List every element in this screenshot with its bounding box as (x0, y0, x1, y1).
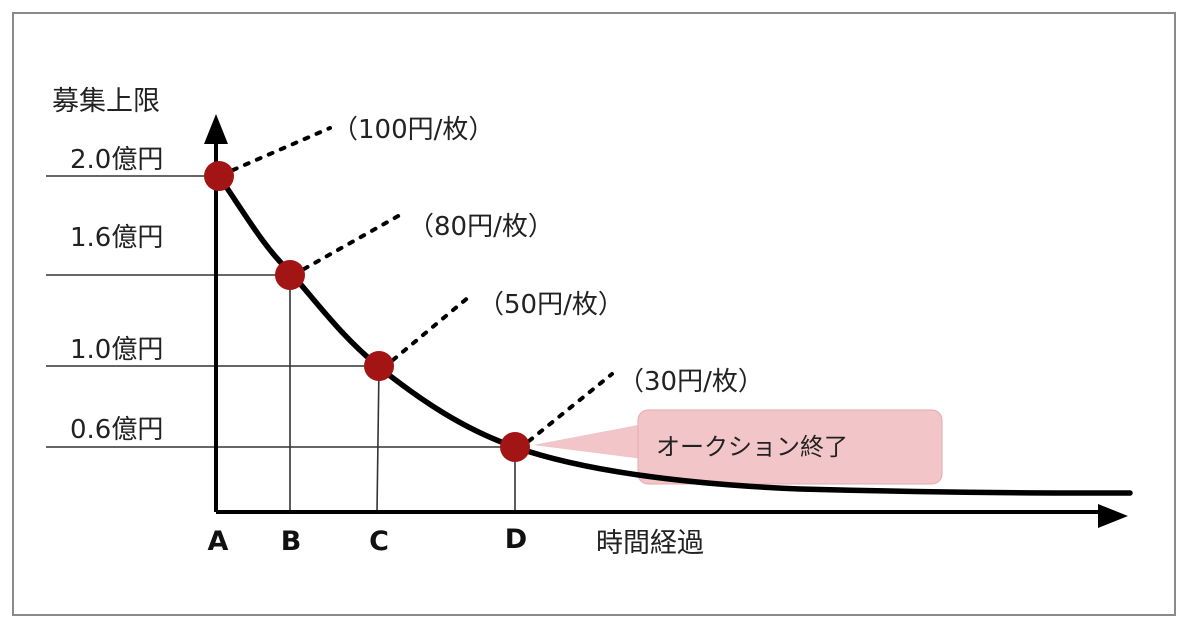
x-axis-label: 時間経過 (596, 528, 704, 559)
y-axis-arrow (204, 114, 228, 144)
data-point-b (275, 260, 305, 290)
y-axis-label: 募集上限 (52, 86, 160, 117)
chart-frame (12, 12, 1176, 616)
x-tick-label-a: A (208, 526, 229, 557)
callout-tail (533, 424, 643, 459)
data-point-d (500, 432, 530, 462)
dropline-2 (376, 365, 380, 513)
annotation-d: （30円/枚） (618, 367, 764, 397)
y-tick-label-0: 2.0億円 (70, 145, 163, 175)
callout-box (637, 409, 943, 485)
annotation-b: （80円/枚） (408, 212, 554, 242)
leader-line-3 (527, 372, 614, 443)
leader-line-2 (391, 294, 472, 362)
y-tick-label-1: 1.6億円 (70, 223, 163, 253)
data-point-a (204, 161, 234, 191)
auction-end-callout: オークション終了 (533, 409, 943, 485)
leader-line-1 (302, 213, 402, 271)
y-tick-label-3: 0.6億円 (70, 415, 163, 445)
x-tick-label-c: C (369, 526, 389, 557)
annotation-a: （100円/枚） (332, 115, 494, 145)
x-tick-label-b: B (281, 526, 302, 557)
leader-line-0 (231, 126, 332, 172)
x-tick-label-d: D (505, 524, 527, 555)
x-axis-arrow (1098, 504, 1128, 528)
y-tick-label-2: 1.0億円 (70, 335, 163, 365)
data-point-c (364, 351, 394, 381)
annotation-c: （50円/枚） (478, 290, 624, 320)
callout-text: オークション終了 (656, 433, 848, 461)
